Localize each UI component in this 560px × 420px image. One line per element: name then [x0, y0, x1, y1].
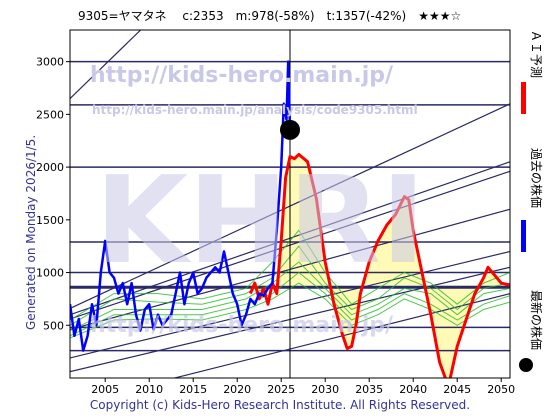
- x-tick-label: 2020: [223, 383, 251, 396]
- generated-date-label: Generated on Monday 2026/1/5.: [24, 135, 38, 330]
- x-tick-label: 2030: [311, 383, 339, 396]
- x-tick-label: 2010: [135, 383, 163, 396]
- x-tick-label: 2025: [267, 383, 295, 396]
- forecast-fill: [250, 154, 510, 378]
- y-tick-label: 3000: [36, 56, 64, 69]
- chart-header: 9305=ヤマタネ c:2353 m:978(-58%) t:1357(-42%…: [78, 9, 461, 23]
- y-tick-label: 2000: [36, 161, 64, 174]
- watermark-url-small: http://kids-hero.main.jp/analysis/code93…: [92, 103, 418, 117]
- ai-forecast-line: [249, 152, 510, 378]
- plot-frame: [69, 29, 511, 379]
- x-tick-label: 2035: [355, 383, 383, 396]
- y-axis: 500 1000 1500 2000 2500 3000: [36, 56, 70, 332]
- forecast-band-band4: [70, 271, 510, 337]
- forecast-band-band5: [70, 282, 510, 339]
- x-tick-label: 2040: [399, 383, 427, 396]
- legend-past-swatch: [521, 220, 526, 252]
- x-tick-label: 2045: [443, 383, 471, 396]
- legend: ＡＩ予測 過去の株価 最新の株価: [519, 30, 544, 372]
- y-tick-label: 1500: [36, 214, 64, 227]
- forecast-band-band1: [70, 229, 510, 321]
- legend-latest-label: 最新の株価: [529, 290, 544, 350]
- x-tick-label: 2005: [91, 383, 119, 396]
- x-axis: 2005 2010 2015 2020 2025 2030 2035 2040 2045 2050: [91, 378, 515, 396]
- watermark-url-bottom: http://kids-hero.main.jp/: [90, 313, 394, 338]
- legend-ai-label: ＡＩ予測: [529, 30, 543, 78]
- x-tick-label: 2015: [179, 383, 207, 396]
- latest-price-marker: [280, 119, 300, 140]
- legend-past-label: 過去の株価: [529, 148, 544, 208]
- watermark-url-large: http://kids-hero.main.jp/: [90, 63, 394, 88]
- y-tick-label: 2500: [36, 108, 64, 121]
- y-tick-label: 500: [43, 319, 64, 332]
- past-price-line: [70, 60, 292, 352]
- y-tick-label: 1000: [36, 267, 64, 280]
- legend-ai-swatch: [521, 82, 526, 114]
- x-tick-label: 2050: [487, 383, 515, 396]
- legend-latest-marker: [519, 358, 533, 372]
- plot-area: [70, 30, 510, 378]
- copyright-footer: Copyright (c) Kids-Hero Research Institu…: [90, 398, 470, 412]
- watermark-logo: KHRI: [95, 152, 425, 291]
